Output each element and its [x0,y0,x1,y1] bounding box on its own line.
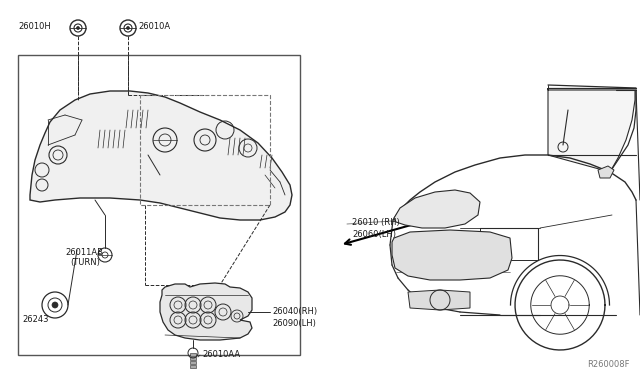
Text: (TURN): (TURN) [70,258,100,267]
Bar [140,95,270,205]
Polygon shape [598,166,614,178]
Text: 26010A: 26010A [138,22,170,31]
Circle shape [52,302,58,308]
Bar [190,357,196,360]
Text: R260008F: R260008F [588,360,630,369]
Polygon shape [392,230,512,280]
Bar [18,55,300,355]
Polygon shape [30,91,292,220]
Bar [190,353,196,356]
Bar [190,365,196,368]
Polygon shape [394,190,480,228]
Text: 26010 (RH): 26010 (RH) [352,218,400,227]
Polygon shape [548,88,635,172]
Bar [190,361,196,364]
Text: 26060(LH): 26060(LH) [352,230,396,239]
Text: 26011AB: 26011AB [65,248,103,257]
Circle shape [127,26,129,29]
Text: 26010AA: 26010AA [202,350,240,359]
Circle shape [77,26,79,29]
Text: 26090(LH): 26090(LH) [272,319,316,328]
Text: 26010H: 26010H [18,22,51,31]
Text: 26243: 26243 [22,315,49,324]
Polygon shape [408,290,470,310]
Text: 26040(RH): 26040(RH) [272,307,317,316]
Polygon shape [160,283,252,340]
